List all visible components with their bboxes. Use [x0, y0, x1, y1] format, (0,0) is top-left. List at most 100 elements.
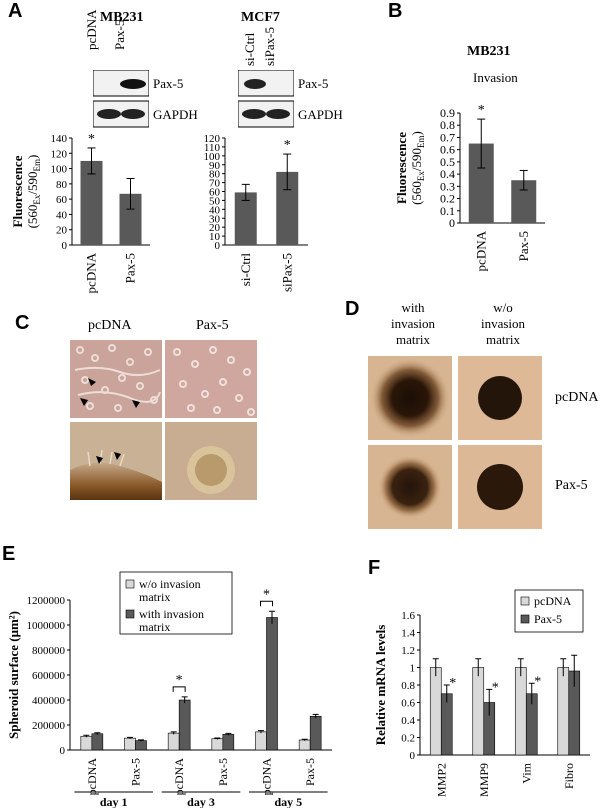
mb231-blot-label-pax5: Pax-5: [153, 76, 184, 91]
bar: [211, 738, 224, 751]
y-tick-label: 0.6: [440, 143, 455, 157]
y-tick-label: 20: [56, 225, 68, 237]
y-tick-label: 0.2: [440, 192, 455, 206]
y-tick-label: 80: [209, 169, 221, 181]
y-tick-label: 40: [56, 209, 68, 221]
y-tick-label: 1.6: [401, 610, 415, 622]
y-tick-label: 0.2: [401, 733, 415, 745]
y-axis-unit: (560Ex/590Em): [25, 155, 42, 229]
y-tick-label: 30: [209, 213, 221, 225]
d-spheroid-pcdna-with: [368, 356, 452, 440]
bar: [309, 715, 322, 751]
panel-letter-c: C: [15, 312, 30, 334]
bar: [222, 734, 235, 751]
mcf7-lane-sipax5: siPax-5: [262, 27, 277, 66]
mcf7-blot-label-gapdh: GAPDH: [298, 107, 343, 122]
y-axis-label: Fluorescence: [394, 132, 409, 204]
bar: [276, 171, 299, 245]
y-tick-label: 10: [209, 231, 221, 243]
bar: [557, 667, 570, 756]
y-tick-label: 1200000: [27, 595, 66, 607]
x-tick-label: Vim: [519, 762, 533, 783]
bar: [167, 732, 180, 751]
panel-letter-e: E: [2, 543, 16, 565]
legend-label: w/o invasion matrix: [139, 577, 201, 604]
b-subtitle: Invasion: [473, 70, 518, 85]
y-tick-label: 70: [209, 178, 221, 190]
x-tick-label: pcDNA: [260, 758, 274, 796]
x-tick-label: Pax-5: [129, 758, 143, 786]
legend-swatch: [125, 609, 135, 619]
legend-label: with invasion matrix: [139, 607, 204, 634]
c-col-pcdna: pcDNA: [88, 318, 132, 333]
panel-letter-d: D: [345, 298, 360, 320]
y-tick-label: 1.2: [401, 645, 415, 657]
y-tick-label: 0.7: [440, 130, 455, 144]
y-tick-label: 110: [204, 142, 221, 154]
c-micrograph-pax5-bottom: [165, 422, 257, 500]
x-tick-label: MMP2: [434, 763, 448, 797]
y-tick-label: 0.3: [440, 179, 455, 193]
x-tick-label: Pax-5: [123, 253, 138, 283]
bar: [298, 739, 311, 751]
bar: [80, 160, 103, 245]
y-tick-label: 0.8: [440, 118, 455, 132]
x-tick-label: Pax-5: [303, 758, 317, 786]
mb231-lane-pcdna: pcDNA: [84, 9, 99, 50]
y-tick-label: 0: [449, 216, 455, 230]
mb231-blot-label-gapdh: GAPDH: [153, 107, 198, 122]
y-tick-label: 100: [51, 164, 68, 176]
significance-marker: *: [88, 132, 95, 147]
bar: [234, 192, 257, 245]
y-tick-label: 0.5: [440, 155, 455, 169]
chart-e: 0 200000 400000 600000 800000 1000000 1200000 p…: [6, 571, 332, 808]
mb231-western-blot: [93, 70, 149, 128]
d-spheroid-pax5-with: [368, 445, 452, 529]
y-axis-unit: (560Ex/590Em): [409, 131, 426, 205]
panel-letter-a: A: [8, 0, 23, 22]
d-spheroid-pcdna-without: [458, 356, 542, 440]
b-title: MB231: [467, 44, 511, 59]
legend-swatch: [125, 579, 135, 589]
significance-marker: *: [534, 674, 541, 689]
c-col-pax5: Pax-5: [196, 318, 229, 333]
group-label: day 3: [187, 795, 215, 808]
x-tick-label: pcDNA: [172, 758, 186, 796]
d-col-with-matrix: with invasion matrix: [390, 300, 436, 347]
y-tick-label: 800000: [32, 645, 66, 657]
bar: [80, 735, 93, 751]
bar: [429, 667, 442, 756]
bar: [124, 737, 136, 751]
legend-swatch: [520, 614, 530, 624]
bar: [119, 193, 142, 245]
c-micrograph-pcdna-bottom: [70, 422, 162, 500]
group-label: day 5: [274, 795, 302, 808]
y-tick-label: 400000: [32, 695, 66, 707]
y-tick-label: 100: [204, 151, 221, 163]
group-label: day 1: [100, 795, 128, 808]
x-tick-label: pcDNA: [84, 252, 99, 293]
chart-b: 00.10.20.30.40.50.60.70.80.9 * pcDNA Pax-5 F…: [394, 105, 545, 271]
chart-f: 0 0.2 0.4 0.6 0.8 1 1.2 1.4 1.6 * MMP2 * MMP9 * Vim Fib…: [373, 589, 590, 797]
y-tick-label: 200000: [32, 720, 66, 732]
y-tick-label: 0: [410, 750, 416, 762]
significance-marker: *: [478, 105, 485, 118]
y-tick-label: 60: [209, 187, 221, 199]
y-tick-label: 20: [209, 222, 221, 234]
significance-marker: *: [284, 138, 291, 153]
y-tick-label: 40: [209, 204, 221, 216]
significance-bracket: [260, 600, 273, 607]
c-micrograph-pax5-top: [165, 340, 257, 418]
y-tick-label: 0.6: [401, 698, 415, 710]
y-tick-label: 0.9: [440, 106, 455, 120]
legend-label: pcDNA: [534, 594, 572, 608]
significance-bracket: [172, 686, 186, 692]
y-tick-label: 120: [51, 148, 68, 160]
bar: [266, 617, 278, 751]
d-row-pcdna: pcDNA: [555, 390, 599, 405]
y-tick-label: 0: [215, 240, 221, 252]
y-tick-label: 90: [209, 160, 221, 172]
d-col-without-matrix: w/o invasion matrix: [480, 300, 526, 347]
y-tick-label: 1.4: [401, 628, 415, 640]
y-tick-label: 0.4: [440, 167, 455, 181]
